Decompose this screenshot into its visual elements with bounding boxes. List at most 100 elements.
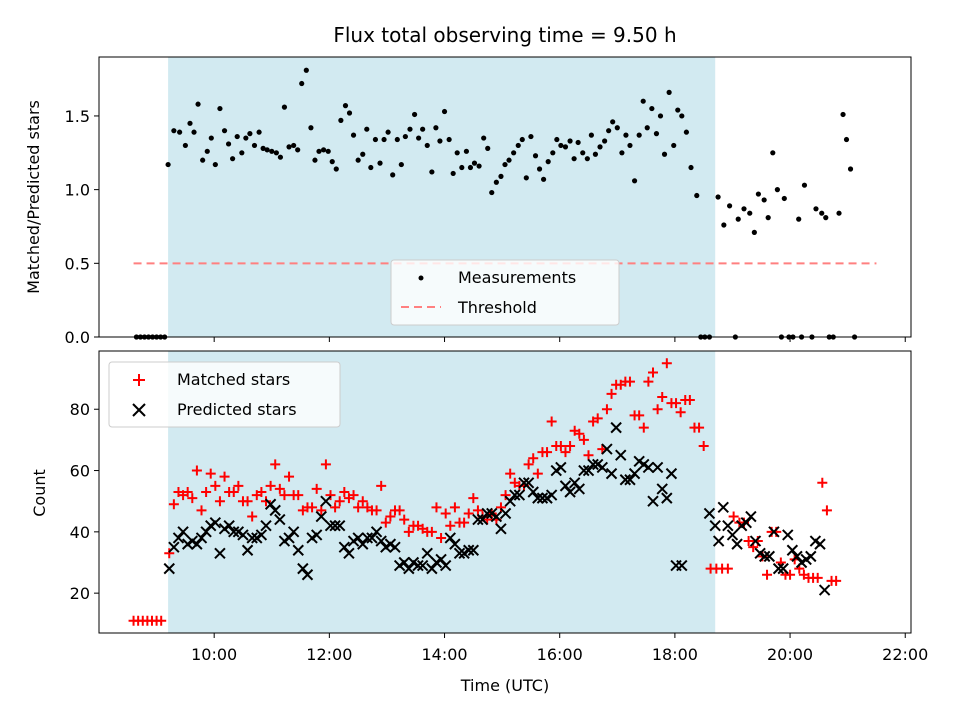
predicted-star-point: [555, 461, 567, 474]
predicted-star-point: [389, 541, 401, 553]
predicted-star-point: [791, 550, 803, 563]
matched-star-point: [316, 505, 327, 516]
matched-star-point: [385, 511, 396, 522]
predicted-star-point: [490, 510, 503, 523]
top-y-tick-label: 1.0: [65, 181, 90, 200]
predicted-star-point: [439, 559, 452, 572]
measurement-point: [459, 164, 465, 171]
predicted-star-point: [712, 535, 725, 547]
measurement-point: [303, 67, 309, 73]
matched-star-point: [284, 471, 295, 482]
matched-star-point: [164, 548, 175, 559]
measurement-point: [325, 148, 331, 154]
matched-star-point: [821, 505, 832, 516]
predicted-star-point: [274, 513, 286, 526]
matched-star-point: [182, 487, 193, 497]
predicted-star-point: [338, 541, 351, 553]
measurement-point: [584, 156, 590, 162]
matched-star-point: [762, 569, 773, 580]
matched-star-point: [648, 367, 659, 378]
bottom-y-tick-label: 20: [70, 584, 90, 603]
measurement-point: [640, 98, 646, 104]
measurement-point: [588, 132, 594, 138]
measurement-point: [191, 129, 197, 135]
measurement-point: [471, 160, 478, 166]
predicted-star-point: [283, 532, 295, 544]
matched-star-point: [560, 447, 571, 458]
predicted-star-point: [163, 562, 175, 575]
measurement-point: [545, 159, 551, 165]
measurement-point: [819, 210, 825, 216]
matched-star-point: [449, 502, 460, 513]
predicted-star-point: [301, 569, 314, 581]
matched-star-point: [394, 505, 405, 516]
matched-star-point: [546, 416, 557, 427]
matched-star-point: [426, 526, 437, 537]
predicted-star-point: [200, 526, 212, 538]
measurement-point: [433, 125, 439, 131]
measurement-point: [260, 145, 266, 151]
measurement-point: [277, 154, 284, 160]
measurement-point: [251, 142, 258, 149]
predicted-star-point: [642, 461, 655, 474]
predicted-star-point: [435, 553, 447, 566]
measurement-point: [485, 145, 491, 151]
predicted-star-point: [628, 467, 641, 480]
predicted-star-point: [264, 498, 277, 510]
measurement-point: [502, 161, 508, 168]
measurement-point: [364, 126, 370, 132]
bottom-x-ticks: 10:00 12:00 14:00 16:00 18:00 20:00 22:00: [191, 633, 928, 664]
predicted-star-point: [745, 510, 757, 523]
matched-star-point: [445, 520, 456, 531]
measurement-point: [208, 135, 214, 141]
measurement-point: [836, 210, 842, 216]
top-y-tick-label: 0.5: [65, 254, 90, 273]
matched-star-point: [293, 490, 304, 501]
legend-threshold-label: Threshold: [457, 298, 537, 317]
measurement-point: [847, 166, 854, 172]
measurement-point: [688, 164, 694, 171]
matched-star-point: [214, 496, 225, 507]
bottom-y-tick-label: 60: [70, 462, 90, 481]
predicted-star-point: [647, 495, 659, 507]
measurement-point: [454, 150, 460, 156]
measurement-point: [312, 157, 318, 163]
predicted-star-point: [768, 526, 780, 538]
matched-star-point: [601, 404, 612, 415]
matched-star-point: [307, 502, 318, 513]
predicted-star-point: [763, 550, 776, 563]
matched-star-point: [500, 490, 511, 501]
measurement-point: [683, 129, 690, 135]
measurement-point: [671, 142, 677, 149]
predicted-star-point: [214, 547, 226, 560]
predicted-star-point: [370, 526, 383, 538]
matched-stars-points: [128, 358, 842, 626]
measurement-point: [295, 147, 301, 153]
measurement-point: [774, 187, 780, 193]
predicted-star-point: [509, 489, 521, 501]
matched-star-point: [201, 487, 212, 497]
measurement-point: [230, 156, 236, 162]
predicted-star-point: [814, 538, 826, 550]
measurement-point: [338, 117, 344, 123]
measurement-point: [308, 125, 314, 131]
predicted-star-point: [269, 504, 281, 517]
matched-star-point: [468, 493, 479, 504]
measurement-point: [755, 191, 761, 197]
matched-star-point: [638, 422, 649, 433]
matched-star-point: [812, 572, 823, 583]
measurement-point: [467, 164, 474, 171]
predicted-star-point: [568, 477, 581, 489]
predicted-star-point: [315, 510, 327, 523]
measurement-point: [653, 131, 660, 137]
matched-star-point: [311, 483, 322, 494]
measurement-point: [437, 138, 443, 144]
matched-star-point: [205, 468, 216, 479]
matched-star-point: [624, 376, 635, 387]
matched-star-point: [578, 434, 589, 445]
predicted-star-point: [786, 544, 799, 556]
predicted-stars-points: [163, 421, 831, 596]
measurement-point: [575, 139, 581, 146]
measurement-point: [631, 178, 638, 184]
predicted-star-point: [403, 562, 415, 575]
